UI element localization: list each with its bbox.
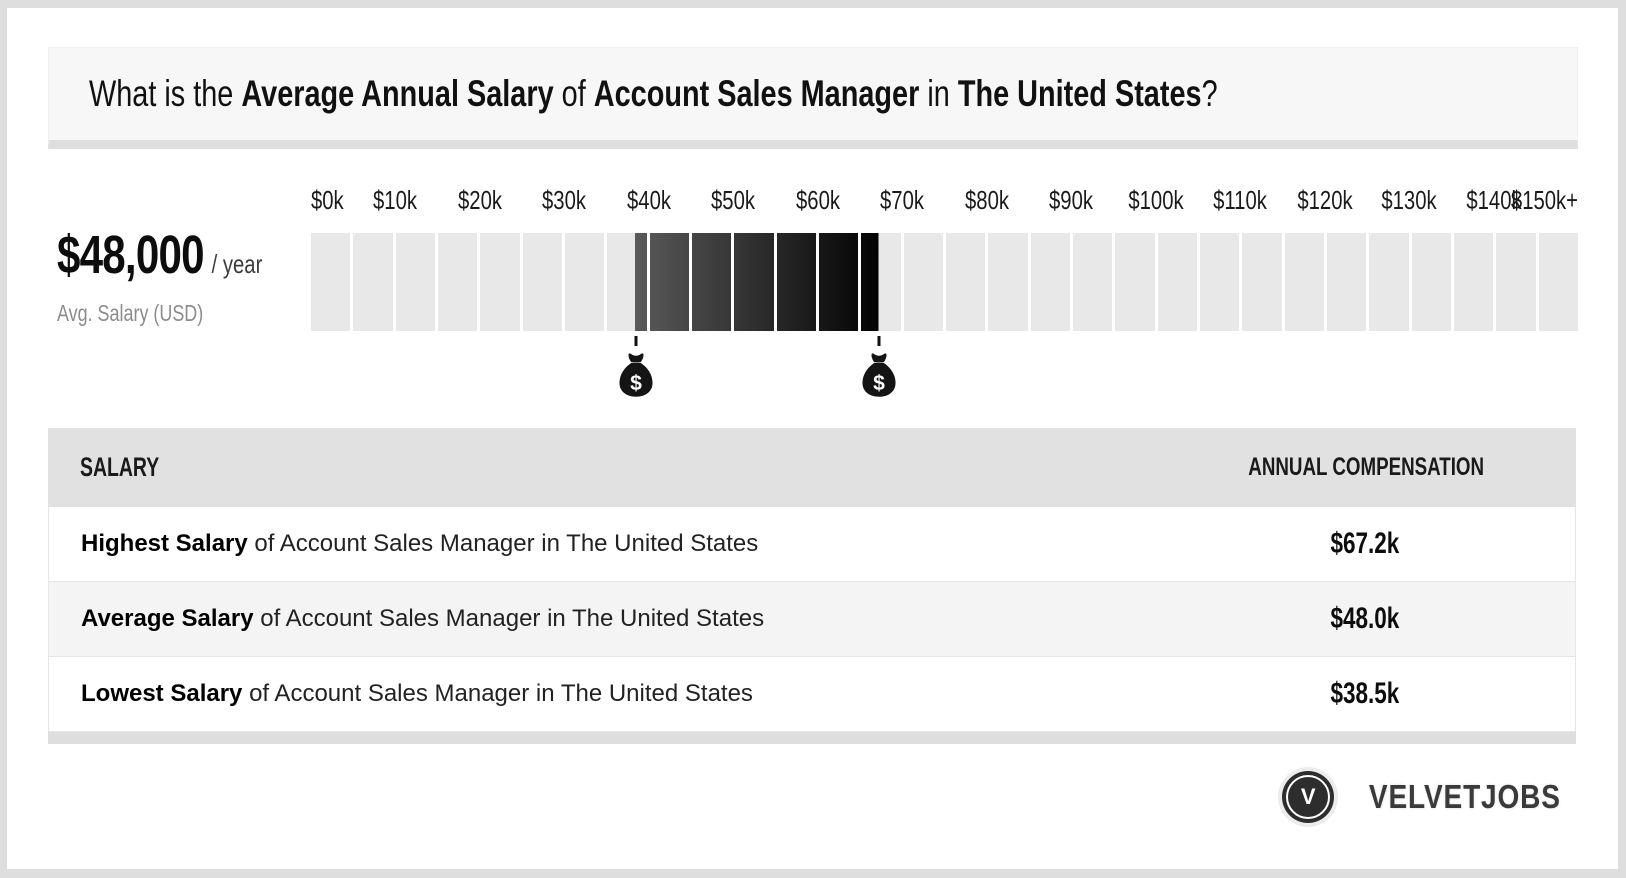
scale-segment [1326,233,1367,331]
scale-segment [311,233,351,331]
scale-segment [353,233,393,331]
page-title: What is the Average Annual Salary of Acc… [49,73,1536,115]
brand-logo[interactable]: V VELVETJOBS [1282,768,1578,826]
axis-tick-label: $90k [1049,185,1094,215]
axis-tick-label: $150k+ [1510,185,1578,215]
title-emphasis: Average Annual Salary [241,73,554,114]
scale-segment [691,233,732,331]
axis-tick-label: $110k [1213,185,1268,215]
brand-initial: V [1300,784,1316,809]
title-text: of [553,73,594,114]
axis-tick-label: $80k [964,185,1009,215]
card: What is the Average Annual Salary of Acc… [7,8,1618,869]
axis-tick-label: $30k [542,185,587,215]
title-text: ? [1201,73,1218,114]
scale-segment [1538,233,1578,331]
scale-segment [1411,233,1451,331]
average-salary-amount: $48,000 [57,225,205,285]
money-bag-icon: $ [856,352,902,400]
scale-segment [437,233,478,331]
axis-tick-label: $20k [457,185,502,215]
money-bag-icon: $ [613,352,659,400]
axis-tick-label: $50k [711,185,756,215]
scale-segment [480,233,520,331]
row-value: $48.0k [1330,602,1400,635]
table-row: Highest Salary of Account Sales Manager … [48,507,1576,582]
scale-segment [395,233,435,331]
scale-segment [1072,233,1113,331]
scale-segment [1157,233,1197,331]
axis-tick-label: $130k [1381,185,1437,215]
svg-text:$: $ [873,372,885,395]
axis-labels: $0k $10k $20k $30k $40k $50k $60k $70k $80k $90k $… [311,185,1578,219]
salary-table: SALARY ANNUAL COMPENSATION Highest Salar… [48,428,1576,744]
scale-segment [988,233,1028,331]
salary-summary: $48,000/ year Avg. Salary (USD) [57,224,317,327]
scale-segment [1453,233,1494,331]
scale-segment [1030,233,1070,331]
table-header-row: SALARY ANNUAL COMPENSATION [48,428,1576,507]
svg-text:$: $ [630,372,642,395]
table-row: Lowest Salary of Account Sales Manager i… [48,657,1576,732]
row-label: Average Salary of Account Sales Manager … [81,605,765,632]
scale-segment [861,233,901,331]
title-emphasis: The United States [957,73,1202,114]
average-salary-line: $48,000/ year [57,224,262,286]
table-row: Average Salary of Account Sales Manager … [48,582,1576,657]
axis-tick-label: $60k [795,185,840,215]
scale-segment [945,233,986,331]
scale-segment [607,233,647,331]
scale-segment [903,233,943,331]
title-text: What is the [89,73,242,114]
axis-tick-label: $40k [626,185,671,215]
scale-segment [734,233,774,331]
axis-tick-label: $70k [880,185,925,215]
column-header-salary: SALARY [80,452,160,482]
scale-segment [1115,233,1155,331]
lowest-salary-marker-tick [634,336,638,346]
title-text: in [919,73,958,114]
scale-segment [649,233,689,331]
scale-segment [564,233,605,331]
row-label: Lowest Salary of Account Sales Manager i… [81,680,753,707]
row-value: $38.5k [1330,677,1400,710]
axis-tick-label: $140k [1465,185,1522,215]
title-emphasis: Account Sales Manager [593,73,920,114]
avg-salary-caption: Avg. Salary (USD) [57,300,204,326]
axis-tick-label: $100k [1128,185,1184,215]
column-header-compensation: ANNUAL COMPENSATION [1248,453,1484,481]
per-year-label: / year [211,249,263,279]
row-value: $67.2k [1330,527,1400,560]
axis-tick-label: $10k [373,185,418,215]
salary-scale-chart: $0k $10k $20k $30k $40k $50k $60k $70k $80k $90k $… [311,8,1578,428]
highest-salary-marker-tick [877,336,881,346]
scale-segment [1284,233,1324,331]
scale-bar [311,233,1578,331]
scale-segment [818,233,859,331]
axis-tick-label: $120k [1296,185,1353,215]
scale-segment [1369,233,1409,331]
velvetjobs-logo-icon: V [1282,771,1335,823]
scale-segment [522,233,562,331]
scale-segment [1242,233,1282,331]
brand-name: VELVETJOBS [1369,778,1562,815]
scale-segment [776,233,816,331]
row-label: Highest Salary of Account Sales Manager … [81,530,759,557]
table-bottom-band [48,732,1576,744]
scale-segment [1496,233,1536,331]
scale-segment [1199,233,1240,331]
axis-tick-label: $0k [311,185,344,215]
question-banner: What is the Average Annual Salary of Acc… [48,47,1578,149]
